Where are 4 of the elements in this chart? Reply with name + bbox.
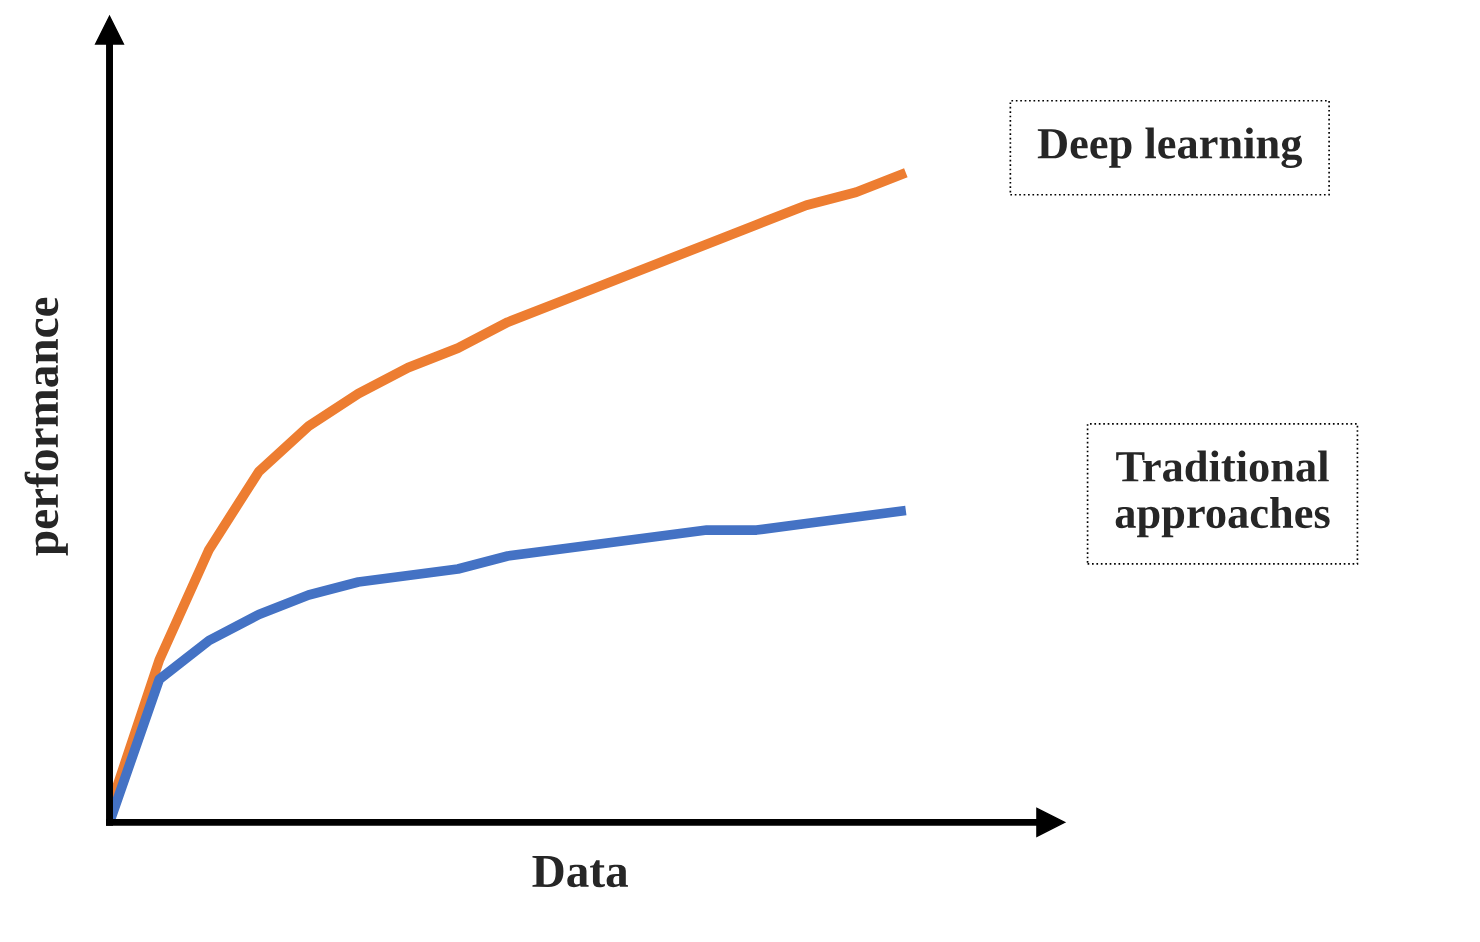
y-axis-title: performance: [24, 297, 68, 556]
text: Deep learning: [1037, 127, 1302, 169]
x-axis-title: Data: [532, 855, 628, 888]
text: Traditional approaches: [1115, 450, 1330, 538]
